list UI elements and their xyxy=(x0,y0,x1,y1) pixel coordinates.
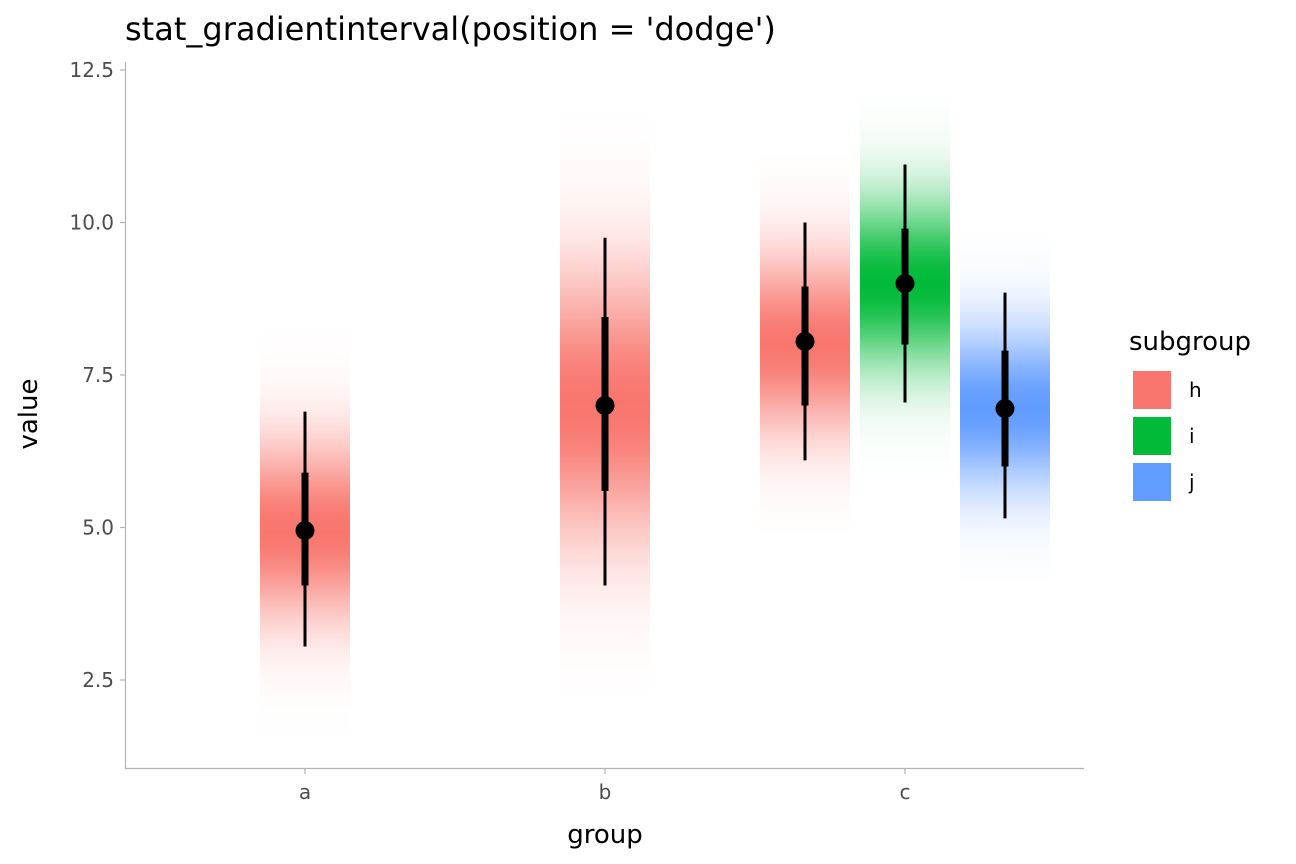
y-axis-title: value xyxy=(14,378,44,449)
plot-area xyxy=(260,94,1050,735)
point-a-h xyxy=(295,521,315,541)
legend-label-h: h xyxy=(1189,378,1202,402)
legend-key-i xyxy=(1133,417,1171,455)
x-axis-title: group xyxy=(567,820,643,850)
y-tick-label: 2.5 xyxy=(82,668,114,692)
y-axis-ticks: 2.5 5.0 7.5 10.0 12.5 xyxy=(69,58,125,692)
chart-title: stat_gradientinterval(position = 'dodge'… xyxy=(125,10,776,48)
y-tick-label: 5.0 xyxy=(82,516,114,540)
x-tick-label: b xyxy=(599,780,612,804)
legend: subgroup hij xyxy=(1129,327,1251,501)
point-c-h xyxy=(795,331,815,351)
legend-label-i: i xyxy=(1189,424,1195,448)
x-tick-label: a xyxy=(299,780,311,804)
y-tick-label: 7.5 xyxy=(82,363,114,387)
y-tick-label: 10.0 xyxy=(69,211,114,235)
point-c-i xyxy=(895,274,915,293)
x-tick-label: c xyxy=(900,780,911,804)
x-axis-ticks: a b c xyxy=(299,769,911,804)
point-c-j xyxy=(995,399,1015,419)
legend-title: subgroup xyxy=(1129,327,1251,357)
y-tick-label: 12.5 xyxy=(69,58,114,82)
legend-label-j: j xyxy=(1188,470,1195,494)
point-b-h xyxy=(595,396,615,415)
legend-key-j xyxy=(1133,463,1171,501)
legend-key-h xyxy=(1133,371,1171,409)
